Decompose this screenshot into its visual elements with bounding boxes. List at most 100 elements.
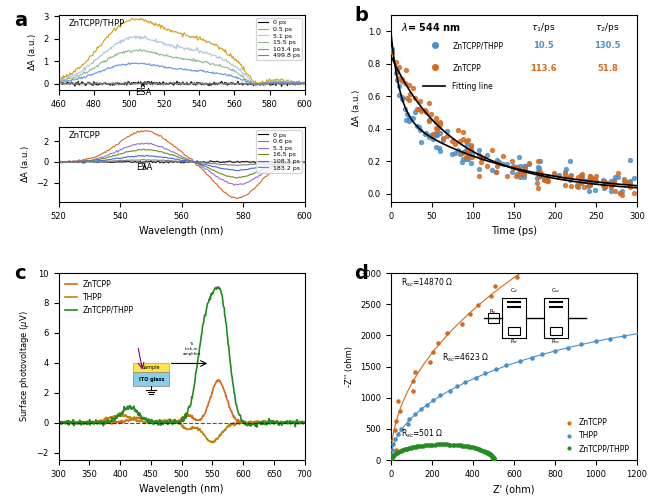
Point — [392, 449, 402, 457]
Point — [447, 137, 458, 145]
Point — [439, 440, 450, 448]
Point — [447, 441, 458, 449]
5.3 ps — [144, 140, 151, 146]
Point — [566, 173, 576, 181]
ZnTCPP — [174, 420, 181, 426]
THPP — [202, 434, 209, 440]
0.5 ps — [301, 80, 309, 86]
5.1 ps — [280, 79, 287, 85]
Point — [416, 406, 426, 413]
Point — [480, 370, 491, 378]
Point — [422, 400, 432, 408]
Point — [490, 282, 501, 290]
0.6 ps — [138, 128, 146, 134]
Point — [420, 442, 430, 450]
Point — [560, 180, 570, 188]
Text: ZnTCPP: ZnTCPP — [68, 131, 100, 140]
Point — [549, 246, 559, 254]
16.5 ps — [64, 158, 72, 164]
Point — [614, 189, 625, 197]
Point — [474, 172, 484, 180]
Point — [461, 146, 471, 154]
Point — [488, 454, 499, 462]
183.2 ps — [282, 160, 290, 166]
Point — [575, 178, 586, 186]
Point — [389, 450, 400, 458]
Point — [474, 164, 484, 172]
Point — [393, 430, 403, 438]
THPP — [296, 419, 304, 425]
Point — [612, 168, 623, 176]
Point — [387, 440, 398, 448]
Point — [519, 173, 530, 181]
Point — [392, 66, 402, 74]
Point — [457, 158, 467, 166]
Point — [629, 190, 639, 198]
Point — [404, 90, 415, 98]
Point — [536, 172, 547, 179]
ZnTCPP — [172, 420, 180, 426]
Point — [573, 182, 583, 190]
Point — [599, 176, 609, 184]
108.3 ps — [55, 158, 62, 164]
0 ps — [120, 158, 128, 164]
499.8 ps — [264, 80, 272, 86]
Line: 15.5 ps: 15.5 ps — [58, 49, 305, 86]
Point — [571, 182, 582, 190]
Point — [430, 144, 441, 152]
Point — [425, 358, 436, 366]
Point — [401, 445, 411, 453]
Point — [579, 182, 590, 190]
Point — [431, 124, 441, 132]
Point — [414, 105, 424, 113]
Point — [457, 320, 467, 328]
Line: 5.3 ps: 5.3 ps — [58, 143, 305, 186]
Point — [606, 177, 616, 185]
Point — [568, 238, 578, 246]
Point — [584, 180, 595, 188]
499.8 ps — [55, 80, 62, 86]
Point — [481, 162, 491, 170]
5.1 ps — [264, 82, 272, 87]
Point — [386, 454, 396, 462]
Point — [473, 301, 483, 309]
0 ps — [252, 160, 259, 166]
Point — [402, 444, 413, 452]
THPP — [172, 420, 180, 426]
Text: R$_{sc}$=501 $\Omega$: R$_{sc}$=501 $\Omega$ — [401, 428, 443, 440]
Point — [406, 444, 416, 452]
Point — [511, 162, 521, 170]
Point — [391, 416, 401, 424]
Point — [480, 448, 490, 456]
Point — [534, 164, 544, 172]
Point — [575, 173, 586, 181]
Point — [514, 162, 525, 170]
Point — [542, 176, 552, 184]
16.5 ps — [55, 159, 62, 165]
Line: 0 ps: 0 ps — [58, 161, 305, 164]
Point — [443, 440, 454, 448]
Point — [605, 187, 616, 195]
5.1 ps — [202, 49, 210, 55]
Text: 51.8: 51.8 — [597, 64, 618, 72]
Point — [576, 172, 586, 179]
Point — [539, 176, 549, 184]
Point — [465, 160, 476, 168]
Point — [388, 452, 398, 460]
0 ps — [55, 79, 62, 85]
Point — [485, 450, 495, 458]
Point — [462, 155, 473, 163]
0.5 ps — [202, 38, 210, 44]
THPP — [301, 419, 309, 425]
Point — [460, 378, 470, 386]
Point — [536, 170, 547, 178]
Point — [387, 44, 397, 52]
Text: ZnTCPP/THPP: ZnTCPP/THPP — [452, 41, 503, 50]
Point — [396, 446, 406, 454]
Point — [387, 453, 397, 461]
Point — [452, 441, 462, 449]
16.5 ps — [70, 158, 77, 164]
Point — [619, 178, 630, 186]
Point — [458, 148, 468, 156]
Point — [573, 173, 583, 181]
